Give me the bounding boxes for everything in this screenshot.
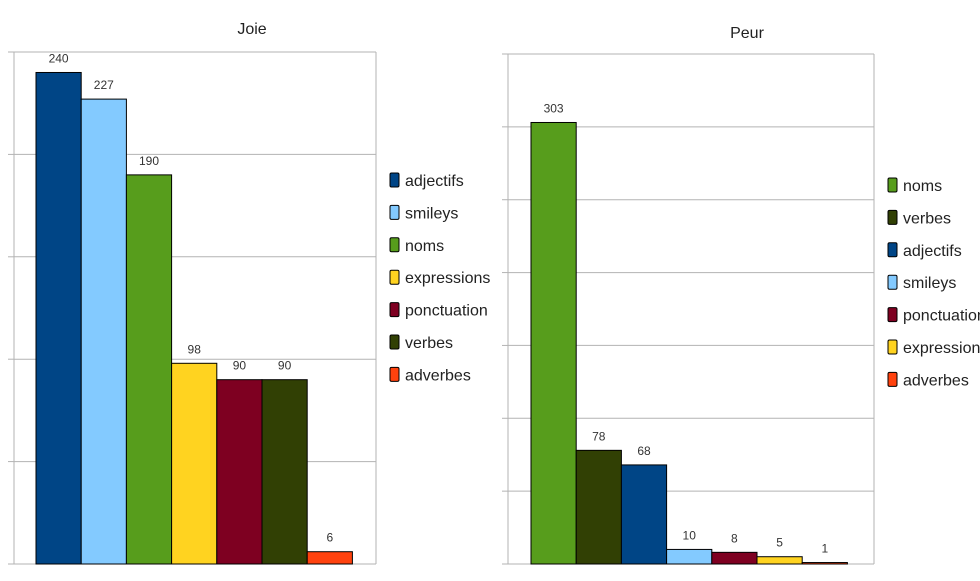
legend-label: ponctuation — [903, 308, 980, 325]
bar-value-label: 5 — [776, 536, 783, 550]
bar-ponctuation — [711, 551, 758, 565]
legend-label: expressions — [405, 270, 490, 287]
bar-adjectifs — [620, 464, 668, 565]
bar-adverbes — [801, 562, 848, 565]
bar-verbes — [575, 449, 622, 565]
legend-label: adjectifs — [405, 173, 464, 190]
legend-label: smileys — [903, 275, 956, 292]
legend-swatch — [389, 172, 400, 188]
chart-title-area — [500, 12, 980, 48]
bar-verbes — [261, 379, 308, 565]
legend-label: adverbes — [405, 367, 471, 384]
bar-ponctuation — [216, 379, 263, 565]
legend-label: adverbes — [903, 372, 969, 389]
legend-label: noms — [405, 238, 444, 255]
bar-value-label: 68 — [637, 444, 651, 458]
bar-value-label: 227 — [94, 78, 114, 92]
bar-expressions — [171, 362, 218, 565]
bar-value-label: 98 — [188, 342, 202, 356]
bar-noms — [125, 174, 173, 565]
bar-value-label: 90 — [233, 359, 247, 373]
bar-value-label: 90 — [278, 359, 292, 373]
chart-title: Joie — [237, 21, 266, 38]
legend-swatch — [389, 334, 400, 350]
legend-swatch — [389, 302, 400, 318]
bar-noms — [530, 121, 577, 565]
chart-title: Peur — [730, 25, 764, 42]
bar-value-label: 240 — [49, 51, 69, 65]
bar-value-label: 303 — [544, 101, 564, 115]
legend-label: noms — [903, 178, 942, 195]
legend-swatch — [887, 209, 898, 225]
legend-label: verbes — [405, 335, 453, 352]
chart-panel-0: Joie 240 227 190 98 90 90 6 adjectifs smileys noms… — [6, 8, 498, 565]
legend-label: verbes — [903, 210, 951, 227]
legend-swatch — [389, 204, 400, 220]
legend-swatch — [389, 366, 400, 382]
bar-adverbes — [306, 551, 353, 565]
bar-smileys — [666, 548, 713, 565]
legend-label: smileys — [405, 205, 458, 222]
bar-value-label: 6 — [326, 531, 333, 545]
chart-title-area — [6, 8, 498, 44]
legend-swatch — [887, 371, 898, 387]
legend-swatch — [887, 177, 898, 193]
legend-swatch — [389, 237, 400, 253]
legend-swatch — [887, 274, 898, 290]
bar-value-label: 8 — [731, 531, 738, 545]
bar-smileys — [80, 98, 127, 565]
bar-value-label: 1 — [821, 542, 828, 556]
bar-expressions — [756, 556, 803, 565]
legend-swatch — [887, 339, 898, 355]
bar-adjectifs — [35, 71, 82, 565]
legend-label: ponctuation — [405, 303, 488, 320]
bar-value-label: 190 — [139, 154, 159, 168]
legend-label: adjectifs — [903, 243, 962, 260]
bar-value-label: 10 — [683, 528, 697, 542]
bar-value-label: 78 — [592, 429, 606, 443]
chart-panel-1: Peur 303 78 68 10 8 5 1 noms verbes adjectifs smile… — [500, 12, 980, 565]
legend-label: expressions — [903, 340, 980, 357]
legend-swatch — [887, 242, 898, 258]
legend-swatch — [887, 307, 898, 323]
legend-swatch — [389, 269, 400, 285]
